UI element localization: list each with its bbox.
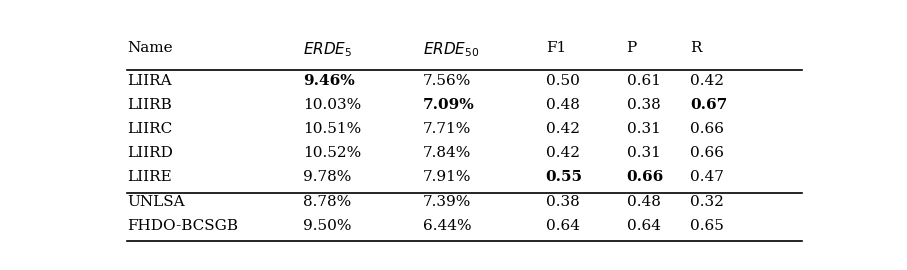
Text: 7.56%: 7.56% [423,74,471,88]
Text: 10.03%: 10.03% [303,98,361,112]
Text: 10.51%: 10.51% [303,122,361,136]
Text: LIIRE: LIIRE [127,170,172,184]
Text: 0.48: 0.48 [627,195,660,208]
Text: F1: F1 [546,41,566,55]
Text: 0.67: 0.67 [690,98,727,112]
Text: 0.42: 0.42 [690,74,724,88]
Text: 0.55: 0.55 [546,170,582,184]
Text: 0.42: 0.42 [546,122,580,136]
Text: 7.71%: 7.71% [423,122,471,136]
Text: 0.38: 0.38 [627,98,660,112]
Text: 0.31: 0.31 [627,122,660,136]
Text: 6.44%: 6.44% [423,219,472,233]
Text: $ERDE_{50}$: $ERDE_{50}$ [423,41,479,59]
Text: 0.66: 0.66 [690,122,724,136]
Text: 0.47: 0.47 [690,170,724,184]
Text: 7.39%: 7.39% [423,195,471,208]
Text: 0.66: 0.66 [627,170,664,184]
Text: 0.66: 0.66 [690,146,724,160]
Text: 0.32: 0.32 [690,195,724,208]
Text: 0.65: 0.65 [690,219,724,233]
Text: 0.48: 0.48 [546,98,580,112]
Text: R: R [690,41,701,55]
Text: P: P [627,41,637,55]
Text: 0.31: 0.31 [627,146,660,160]
Text: 9.50%: 9.50% [303,219,352,233]
Text: LIIRD: LIIRD [127,146,173,160]
Text: LIIRB: LIIRB [127,98,172,112]
Text: 7.84%: 7.84% [423,146,471,160]
Text: 0.42: 0.42 [546,146,580,160]
Text: 0.38: 0.38 [546,195,580,208]
Text: 0.64: 0.64 [627,219,660,233]
Text: 0.64: 0.64 [546,219,580,233]
Text: UNLSA: UNLSA [127,195,185,208]
Text: 10.52%: 10.52% [303,146,361,160]
Text: 0.61: 0.61 [627,74,660,88]
Text: LIIRA: LIIRA [127,74,172,88]
Text: $ERDE_{5}$: $ERDE_{5}$ [303,41,353,59]
Text: 7.91%: 7.91% [423,170,471,184]
Text: LIIRC: LIIRC [127,122,172,136]
Text: Name: Name [127,41,173,55]
Text: 0.50: 0.50 [546,74,580,88]
Text: 9.78%: 9.78% [303,170,352,184]
Text: 9.46%: 9.46% [303,74,355,88]
Text: 8.78%: 8.78% [303,195,351,208]
Text: 7.09%: 7.09% [423,98,474,112]
Text: FHDO-BCSGB: FHDO-BCSGB [127,219,239,233]
